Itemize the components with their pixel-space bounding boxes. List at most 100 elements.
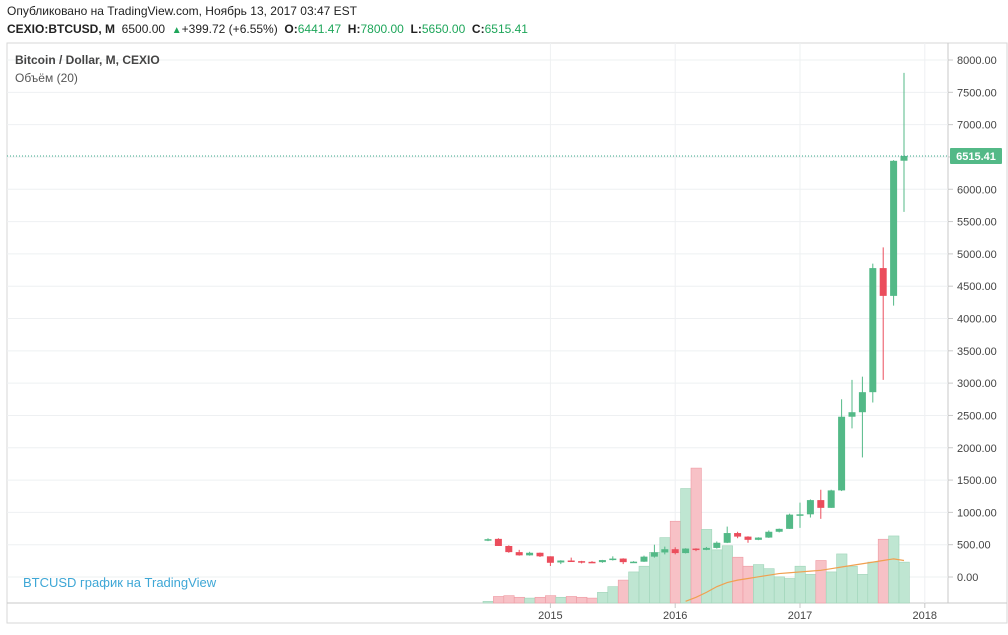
candle-body bbox=[869, 268, 877, 393]
up-arrow-icon: ▲ bbox=[171, 25, 182, 36]
volume-bar bbox=[805, 574, 817, 604]
volume-bar bbox=[555, 596, 567, 604]
time-tick-label: 2018 bbox=[913, 610, 937, 622]
candle-body bbox=[536, 552, 544, 557]
candle-body bbox=[744, 536, 752, 540]
candle-body bbox=[765, 531, 773, 538]
volume-legend: Объём (20) bbox=[15, 71, 78, 85]
candle-body bbox=[578, 561, 586, 563]
price-tick-label: 8000.00 bbox=[957, 55, 997, 67]
low-value: 5650.00 bbox=[421, 22, 466, 36]
volume-bar bbox=[846, 565, 858, 604]
volume-bars bbox=[482, 467, 910, 604]
volume-bar bbox=[742, 565, 754, 604]
volume-bar bbox=[680, 488, 692, 604]
price-tick-label: 2500.00 bbox=[957, 410, 997, 422]
volume-bar bbox=[815, 560, 827, 604]
candle-body bbox=[848, 412, 856, 417]
candle-body bbox=[900, 155, 908, 161]
volume-bar bbox=[888, 535, 900, 604]
volume-bar bbox=[867, 561, 879, 604]
price-tick-label: 3000.00 bbox=[957, 378, 997, 390]
candle-body bbox=[494, 538, 502, 546]
candle-body bbox=[713, 542, 721, 548]
price-tick-label: 4500.00 bbox=[957, 281, 997, 293]
volume-bar bbox=[711, 549, 723, 604]
volume-bar bbox=[545, 595, 557, 604]
price-tick-label: 0.00 bbox=[957, 572, 978, 584]
price-axis[interactable]: 8000.007500.007000.006500.006000.005500.… bbox=[948, 55, 997, 584]
volume-bar bbox=[576, 596, 588, 604]
volume-bar bbox=[628, 571, 640, 604]
volume-ma bbox=[685, 558, 905, 602]
last-price-marker: 6515.41 bbox=[7, 147, 1002, 164]
volume-bar bbox=[503, 595, 515, 604]
volume-bar bbox=[534, 596, 546, 604]
volume-bar bbox=[597, 592, 609, 604]
volume-bar bbox=[565, 596, 577, 604]
change-value: +399.72 (+6.55%) bbox=[181, 22, 278, 36]
volume-bar bbox=[669, 520, 681, 604]
candle-body bbox=[723, 533, 731, 543]
candle-body bbox=[775, 528, 783, 532]
candle-body bbox=[702, 547, 710, 550]
volume-bar bbox=[898, 561, 910, 604]
volume-bar bbox=[721, 545, 733, 604]
last-price-label: 6515.41 bbox=[956, 151, 996, 163]
candle-body bbox=[484, 539, 492, 541]
candle-body bbox=[619, 558, 627, 563]
time-tick-label: 2015 bbox=[538, 610, 562, 622]
price-tick-label: 1500.00 bbox=[957, 475, 997, 487]
candles bbox=[484, 72, 908, 567]
candle-body bbox=[598, 560, 606, 563]
volume-bar bbox=[763, 568, 775, 604]
volume-bar bbox=[877, 538, 889, 604]
candle-body bbox=[630, 561, 638, 564]
volume-bar bbox=[784, 578, 796, 604]
candle-body bbox=[682, 548, 690, 554]
symbol-label[interactable]: CEXIO:BTCUSD, M bbox=[7, 22, 115, 36]
ohlc-header: CEXIO:BTCUSD, M 6500.00 ▲+399.72 (+6.55%… bbox=[7, 22, 528, 36]
volume-bar bbox=[825, 571, 837, 604]
candle-body bbox=[858, 392, 866, 413]
low-label: L: bbox=[410, 22, 422, 36]
candle-body bbox=[879, 268, 887, 296]
volume-bar bbox=[836, 553, 848, 604]
volume-bar bbox=[607, 586, 619, 604]
chart-frame bbox=[6, 42, 1008, 624]
candle-body bbox=[806, 500, 814, 515]
volume-bar bbox=[638, 565, 650, 604]
candle-body bbox=[734, 533, 742, 537]
candle-body bbox=[609, 558, 617, 561]
candle-body bbox=[817, 500, 825, 508]
chart-title: Bitcoin / Dollar, M, CEXIO bbox=[15, 53, 160, 67]
volume-bar bbox=[513, 596, 525, 604]
candle-body bbox=[661, 549, 669, 553]
tradingview-watermark[interactable]: BTCUSD график на TradingView bbox=[23, 575, 217, 590]
candle-body bbox=[567, 560, 575, 563]
price-tick-label: 3500.00 bbox=[957, 346, 997, 358]
volume-bar bbox=[493, 596, 505, 604]
time-tick-label: 2016 bbox=[663, 610, 687, 622]
volume-bar bbox=[649, 552, 661, 604]
volume-bar bbox=[857, 574, 869, 604]
price-tick-label: 1000.00 bbox=[957, 507, 997, 519]
volume-ma-line bbox=[685, 558, 905, 602]
candle-body bbox=[515, 552, 523, 556]
last-price-badge bbox=[950, 147, 1002, 164]
candle-body bbox=[505, 545, 513, 553]
candle-body bbox=[526, 552, 534, 556]
time-axis[interactable]: 2015 2016 2017 2018 bbox=[538, 603, 937, 622]
high-value: 7800.00 bbox=[360, 22, 404, 36]
candle-body bbox=[671, 549, 679, 554]
candle-body bbox=[827, 490, 835, 508]
volume-bar bbox=[690, 467, 702, 604]
candle-body bbox=[692, 548, 700, 551]
close-label: C: bbox=[471, 22, 485, 36]
volume-bar bbox=[524, 597, 536, 604]
volume-bar bbox=[753, 564, 765, 604]
candle-body bbox=[890, 160, 898, 296]
open-label: O: bbox=[284, 22, 298, 36]
